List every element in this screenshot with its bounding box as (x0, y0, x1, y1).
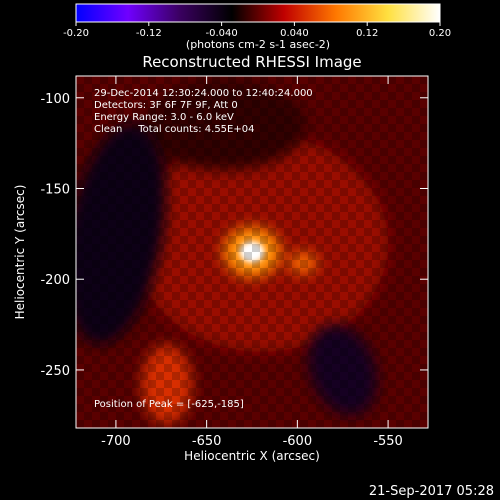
colorbar-ticks: -0.20 -0.12 -0.040 0.040 0.12 0.20 (63, 22, 451, 39)
info-line-detectors: Detectors: 3F 6F 7F 9F, Att 0 (94, 100, 238, 111)
x-tick-label: -650 (192, 434, 222, 449)
colorbar-tick-label: 0.12 (356, 28, 378, 39)
x-tick-label: -700 (101, 434, 131, 449)
y-tick-label: -200 (40, 273, 70, 288)
y-tick-label: -250 (40, 364, 70, 379)
peak-position-label: Position of Peak = [-625,-185] (94, 399, 244, 410)
colorbar-tick-label: -0.12 (136, 28, 162, 39)
y-tick-label: -150 (40, 182, 70, 197)
info-line-energy: Energy Range: 3.0 - 6.0 keV (94, 112, 234, 123)
chart-title: Reconstructed RHESSI Image (142, 53, 361, 71)
footer-timestamp: 21-Sep-2017 05:28 (369, 484, 494, 499)
colorbar (76, 4, 440, 22)
colorbar-tick-label: -0.20 (63, 28, 89, 39)
info-line-time: 29-Dec-2014 12:30:24.000 to 12:40:24.000 (94, 88, 313, 99)
colorbar-unit-label: (photons cm-2 s-1 asec-2) (186, 38, 330, 51)
info-line-clean: Clean Total counts: 4.55E+04 (94, 124, 254, 135)
colorbar-tick-label: 0.20 (429, 28, 451, 39)
x-tick-label: -550 (373, 434, 403, 449)
y-tick-label: -100 (40, 92, 70, 107)
x-tick-label: -600 (283, 434, 313, 449)
x-axis-label: Heliocentric X (arcsec) (184, 449, 320, 463)
y-axis-label: Heliocentric Y (arcsec) (13, 185, 27, 320)
